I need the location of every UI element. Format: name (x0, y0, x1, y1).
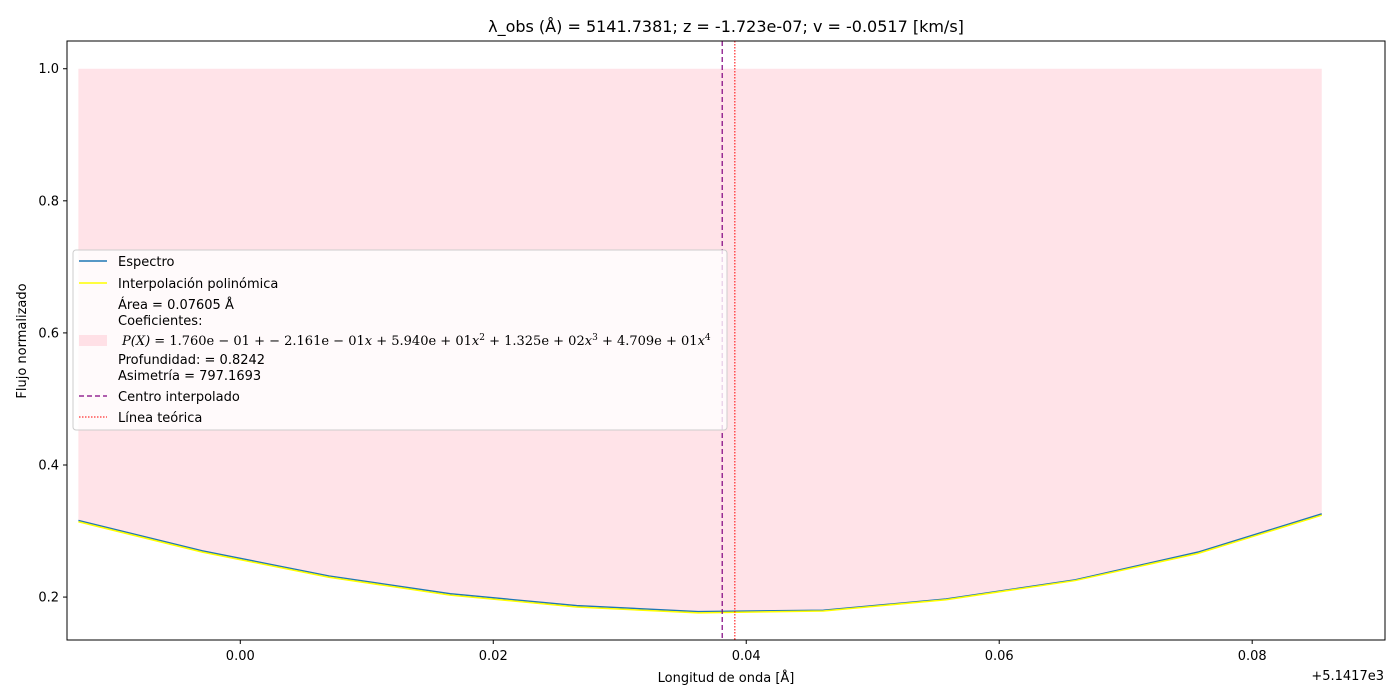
polynomial-fit-line (78, 514, 1322, 614)
legend-label-spectrum: Espectro (118, 255, 175, 270)
legend-polynomial-formula: P(X) = 1.760e − 01 + − 2.161e − 01x + 5.… (121, 333, 711, 349)
legend-handle-fill (79, 335, 107, 346)
y-tick-label: 0.2 (38, 591, 59, 606)
x-axis: 0.00 0.02 0.04 0.06 0.08 (226, 640, 1267, 664)
legend-label-asymmetry: Asimetría = 797.1693 (118, 369, 261, 384)
legend-box (72, 249, 728, 431)
legend-label-polynomial: Interpolación polinómica (118, 277, 278, 292)
plot-frame (66, 40, 1386, 641)
legend-label-center: Centro interpolado (118, 390, 240, 405)
x-offset-label: +5.1417e3 (1311, 669, 1384, 684)
legend-label-theoretical: Línea teórica (118, 411, 202, 426)
x-axis-label: Longitud de onda [Å] (658, 670, 795, 686)
y-axis: 0.2 0.4 0.6 0.8 1.0 (38, 62, 67, 606)
chart-title: λ_obs (Å) = 5141.7381; z = -1.723e-07; v… (488, 17, 964, 37)
y-tick-label: 0.6 (38, 326, 59, 341)
y-tick-label: 0.4 (38, 458, 59, 473)
x-tick-label: 0.02 (479, 649, 508, 664)
x-tick-label: 0.08 (1238, 649, 1267, 664)
x-tick-label: 0.04 (732, 649, 761, 664)
y-tick-label: 0.8 (38, 194, 59, 209)
x-tick-label: 0.06 (985, 649, 1014, 664)
y-tick-label: 1.0 (38, 62, 59, 77)
legend-label-depth: Profundidad: = 0.8242 (118, 353, 265, 368)
legend-label-coefficients: Coeficientes: (118, 314, 202, 329)
legend: Espectro Interpolación polinómica Área =… (72, 249, 728, 431)
x-tick-label: 0.00 (226, 649, 255, 664)
legend-label-area: Área = 0.07605 Å (118, 297, 234, 313)
spectrum-line (78, 513, 1322, 613)
y-axis-label: Flujo normalizado (15, 283, 30, 398)
